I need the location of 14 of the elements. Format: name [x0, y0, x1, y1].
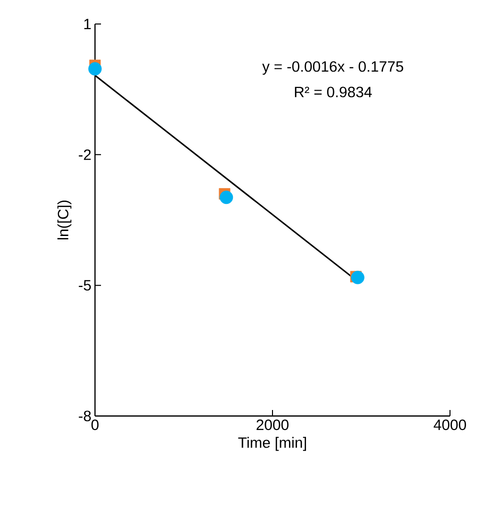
- y-axis-title: ln([C]): [57, 200, 72, 240]
- x-tick-label: 2000: [256, 420, 289, 430]
- point: [88, 62, 102, 76]
- x-axis-title: Time [min]: [238, 436, 306, 451]
- annotation: y = -0.0016x - 0.1775: [262, 61, 404, 75]
- point: [220, 190, 234, 204]
- y-tick-label: -5: [78, 280, 91, 291]
- annotation: R² = 0.9834: [294, 86, 372, 98]
- point: [351, 270, 364, 284]
- y-tick-label: -8: [78, 410, 91, 422]
- y-tick-label: -2: [78, 149, 91, 160]
- x-tick-label: 0: [91, 420, 99, 430]
- x-tick-label: 4000: [434, 420, 466, 430]
- y-tick-label: 1: [84, 18, 91, 30]
